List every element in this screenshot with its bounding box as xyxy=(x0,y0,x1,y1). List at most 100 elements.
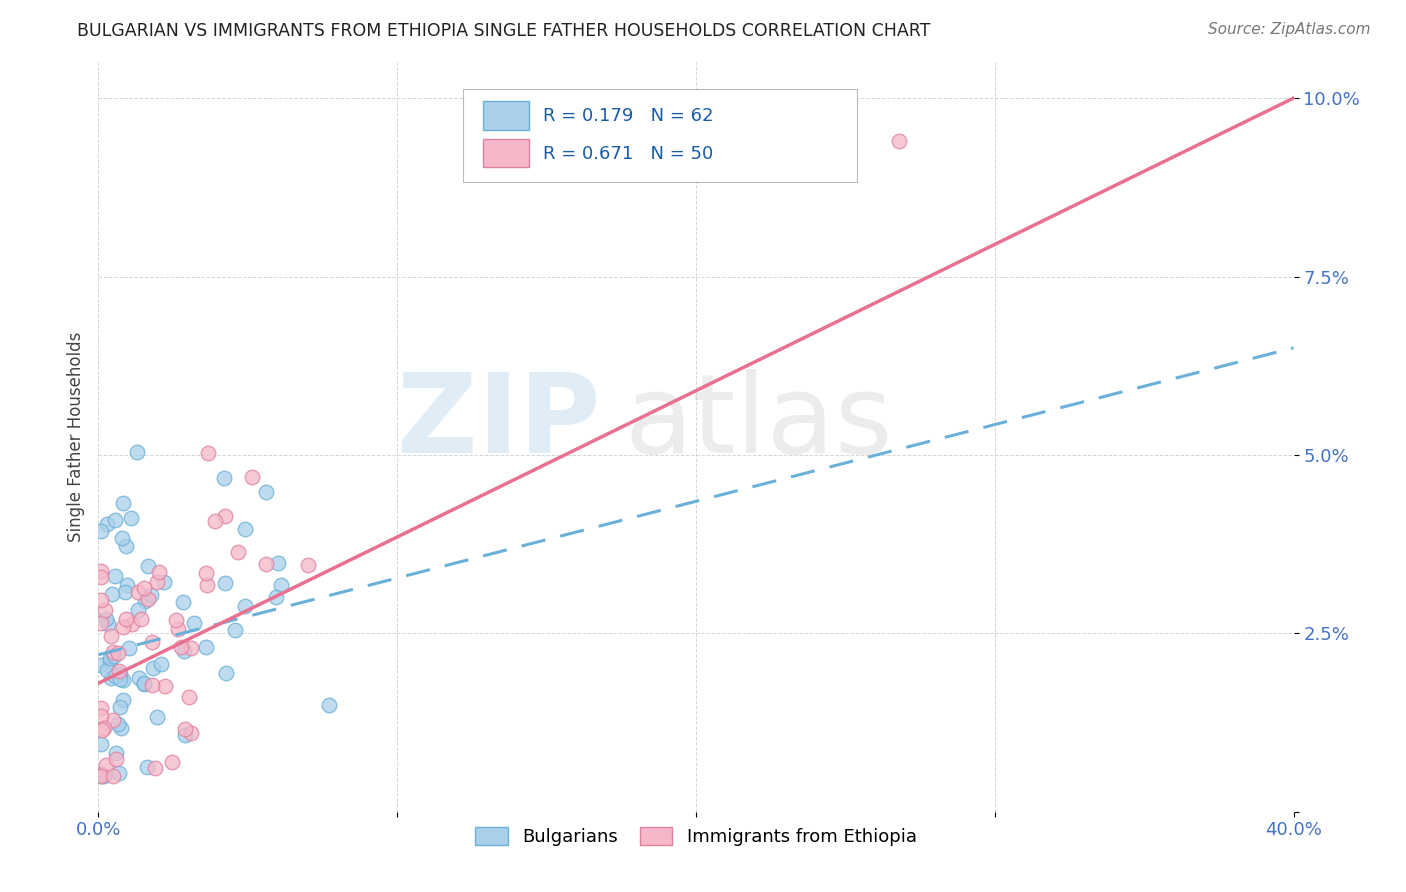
Point xyxy=(108,765,131,780)
Point xyxy=(214,575,236,590)
Point xyxy=(121,616,143,631)
Point xyxy=(146,575,169,590)
Point xyxy=(90,569,112,583)
Point xyxy=(180,725,202,739)
Point xyxy=(132,677,155,691)
Point xyxy=(111,531,134,545)
Point xyxy=(97,617,120,632)
Point xyxy=(100,629,122,643)
Point xyxy=(134,594,156,608)
Point xyxy=(93,721,115,735)
Point xyxy=(197,446,219,460)
FancyBboxPatch shape xyxy=(484,102,529,130)
Point xyxy=(112,620,135,634)
Point xyxy=(195,578,218,592)
Point xyxy=(214,508,236,523)
Point xyxy=(267,556,290,570)
Point xyxy=(96,517,118,532)
Point xyxy=(90,737,112,751)
Point xyxy=(165,613,187,627)
Point xyxy=(162,756,184,770)
Point xyxy=(145,761,167,775)
Point xyxy=(94,613,117,627)
Text: ZIP: ZIP xyxy=(396,368,600,475)
Point xyxy=(103,648,125,663)
Point xyxy=(96,663,118,677)
Point xyxy=(108,666,131,681)
Point xyxy=(264,590,287,604)
Point xyxy=(173,728,195,742)
Point xyxy=(104,746,127,760)
Point xyxy=(90,769,112,783)
Point xyxy=(94,758,117,772)
FancyBboxPatch shape xyxy=(484,139,529,168)
Point xyxy=(127,584,149,599)
Point xyxy=(132,676,155,690)
Point xyxy=(98,654,121,668)
Point xyxy=(107,646,129,660)
Point xyxy=(224,623,246,637)
Point xyxy=(104,513,127,527)
Point xyxy=(118,641,141,656)
Point xyxy=(104,569,127,583)
Point xyxy=(100,671,122,685)
Y-axis label: Single Father Households: Single Father Households xyxy=(66,332,84,542)
Point xyxy=(110,672,132,686)
Point xyxy=(889,134,911,148)
Text: atlas: atlas xyxy=(624,368,893,475)
Point xyxy=(90,723,112,738)
Point xyxy=(254,558,277,572)
Point xyxy=(212,471,235,485)
Point xyxy=(318,698,340,713)
Point xyxy=(115,612,138,626)
Point xyxy=(139,588,162,602)
Point xyxy=(173,722,195,736)
Point xyxy=(90,709,112,723)
Point xyxy=(90,658,112,673)
Text: Source: ZipAtlas.com: Source: ZipAtlas.com xyxy=(1208,22,1371,37)
Point xyxy=(93,769,115,783)
Point xyxy=(152,574,174,589)
Point xyxy=(134,581,156,595)
Point xyxy=(101,645,124,659)
Point xyxy=(114,585,136,599)
Point xyxy=(138,592,160,607)
Point xyxy=(105,751,128,765)
Point xyxy=(297,558,319,572)
Point xyxy=(120,511,142,525)
Point xyxy=(98,651,121,665)
Point xyxy=(167,622,190,636)
Point xyxy=(128,671,150,685)
Point xyxy=(112,496,135,510)
Point xyxy=(180,640,202,655)
Point xyxy=(233,599,256,614)
Point xyxy=(115,539,138,553)
FancyBboxPatch shape xyxy=(463,88,858,182)
Point xyxy=(172,595,194,609)
Point xyxy=(90,593,112,607)
Point xyxy=(125,445,148,459)
Point xyxy=(90,564,112,578)
Point xyxy=(194,640,217,655)
Point xyxy=(129,611,152,625)
Point xyxy=(107,664,129,678)
Point xyxy=(215,665,238,680)
Point xyxy=(177,690,200,705)
Text: R = 0.671   N = 50: R = 0.671 N = 50 xyxy=(543,145,713,163)
Point xyxy=(135,760,157,774)
Point xyxy=(228,544,250,558)
Point xyxy=(101,586,124,600)
Point xyxy=(146,710,169,724)
Point xyxy=(90,524,112,538)
Point xyxy=(240,470,263,484)
Point xyxy=(90,615,112,630)
Point xyxy=(115,578,138,592)
Point xyxy=(153,679,176,693)
Point xyxy=(111,692,134,706)
Point xyxy=(204,515,226,529)
Point xyxy=(101,769,124,783)
Point xyxy=(107,717,129,731)
Point xyxy=(90,701,112,715)
Point xyxy=(270,578,292,592)
Point xyxy=(170,640,193,654)
